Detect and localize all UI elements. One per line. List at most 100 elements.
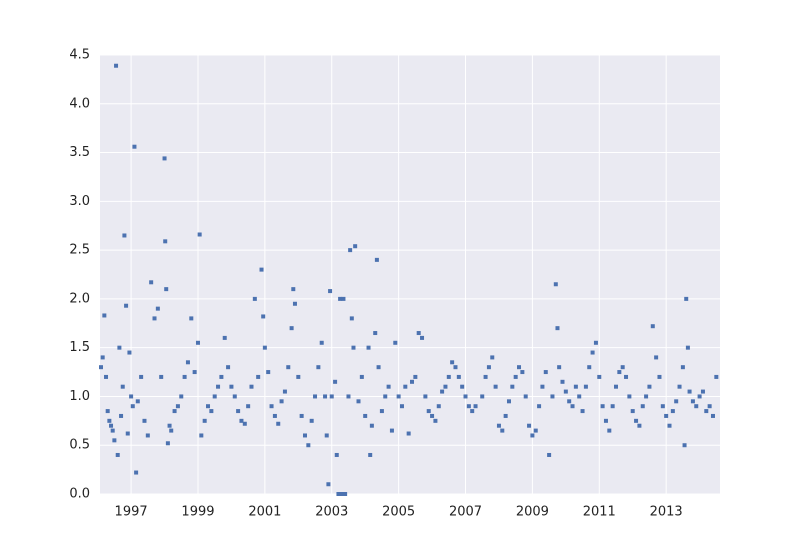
point <box>129 394 134 399</box>
point <box>119 413 124 418</box>
point <box>134 470 139 475</box>
point <box>252 296 257 301</box>
point <box>680 365 685 370</box>
point <box>219 374 224 379</box>
y-tick-label: 0.0 <box>69 487 90 502</box>
point <box>105 409 110 414</box>
point <box>122 233 127 238</box>
point <box>292 301 297 306</box>
point <box>262 345 267 350</box>
point <box>182 374 187 379</box>
point <box>453 365 458 370</box>
point <box>124 303 129 308</box>
point <box>436 404 441 409</box>
point <box>600 404 605 409</box>
y-tick-label: 1.5 <box>69 340 90 355</box>
point <box>346 394 351 399</box>
point <box>403 384 408 389</box>
x-tick-label: 2013 <box>650 505 683 520</box>
point <box>373 331 378 336</box>
point <box>517 365 522 370</box>
point <box>682 443 687 448</box>
point <box>587 365 592 370</box>
point <box>316 365 321 370</box>
point <box>570 404 575 409</box>
point <box>351 345 356 350</box>
point <box>379 409 384 414</box>
x-tick-label: 2009 <box>516 505 549 520</box>
point <box>697 394 702 399</box>
point <box>630 409 635 414</box>
point <box>192 370 197 375</box>
point <box>613 384 618 389</box>
point <box>483 374 488 379</box>
point <box>110 428 115 433</box>
point <box>291 287 296 292</box>
point <box>112 438 117 443</box>
point <box>677 384 682 389</box>
point <box>413 374 418 379</box>
point <box>690 399 695 404</box>
point <box>195 340 200 345</box>
point <box>540 384 545 389</box>
point <box>323 394 328 399</box>
point <box>603 418 608 423</box>
point <box>366 345 371 350</box>
point <box>694 404 699 409</box>
point <box>289 326 294 331</box>
point <box>506 399 511 404</box>
point <box>125 431 130 436</box>
y-tick-label: 0.5 <box>69 438 90 453</box>
point <box>259 267 264 272</box>
point <box>640 404 645 409</box>
point <box>710 413 715 418</box>
point <box>189 316 194 321</box>
point <box>179 394 184 399</box>
y-tick-label: 1.0 <box>69 389 90 404</box>
point <box>684 296 689 301</box>
point <box>256 374 261 379</box>
point <box>685 345 690 350</box>
point <box>135 399 140 404</box>
point <box>356 399 361 404</box>
point <box>261 314 266 319</box>
point <box>620 365 625 370</box>
point <box>553 282 558 287</box>
point <box>660 404 665 409</box>
point <box>714 374 719 379</box>
point <box>523 394 528 399</box>
point <box>279 399 284 404</box>
point <box>667 423 672 428</box>
x-tick-label: 2001 <box>248 505 281 520</box>
x-tick-label: 1999 <box>181 505 214 520</box>
point <box>341 296 346 301</box>
point <box>212 394 217 399</box>
point <box>145 433 150 438</box>
point <box>386 384 391 389</box>
x-tick-label: 1997 <box>115 505 148 520</box>
point <box>707 404 712 409</box>
point <box>577 394 582 399</box>
point <box>563 389 568 394</box>
point <box>389 428 394 433</box>
point <box>324 433 329 438</box>
point <box>132 144 137 149</box>
point <box>336 492 341 496</box>
point <box>368 452 373 457</box>
point <box>560 379 565 384</box>
point <box>100 355 105 360</box>
point <box>302 433 307 438</box>
y-tick-label: 4.0 <box>69 96 90 111</box>
point <box>249 384 254 389</box>
point <box>383 394 388 399</box>
point <box>555 326 560 331</box>
point <box>159 374 164 379</box>
point <box>226 365 231 370</box>
point <box>348 248 353 253</box>
point <box>162 156 167 161</box>
point <box>286 365 291 370</box>
point <box>209 409 214 414</box>
point <box>593 340 598 345</box>
point <box>222 335 227 340</box>
